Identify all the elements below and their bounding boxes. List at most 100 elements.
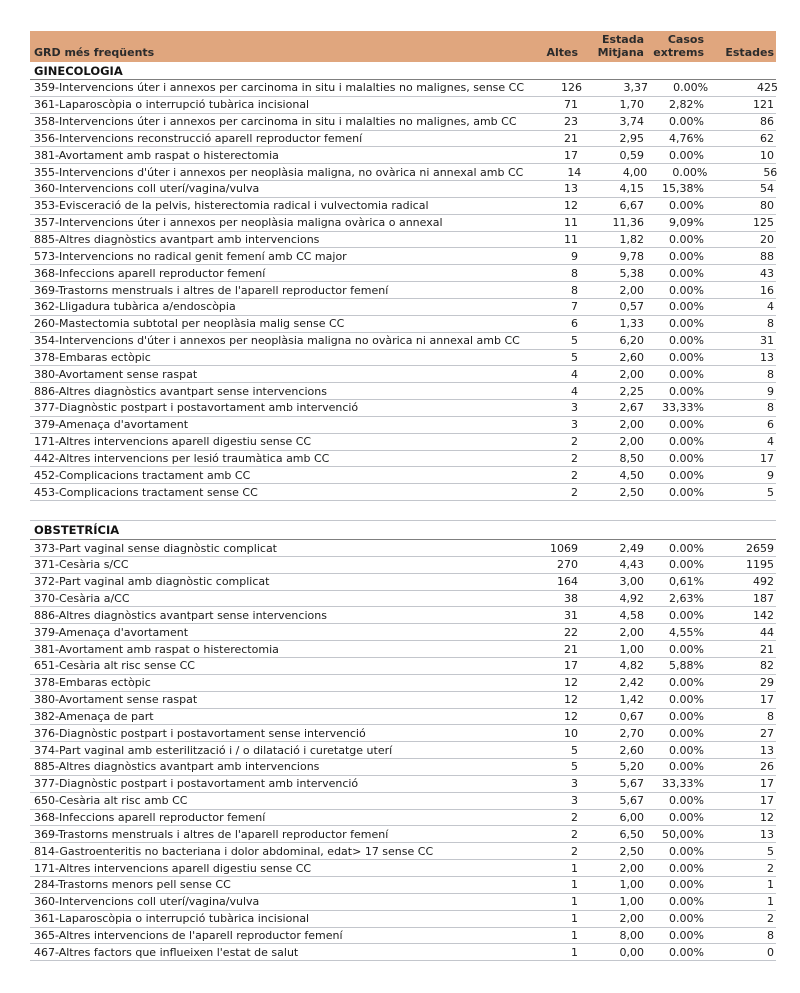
cell-altes: 1 [571, 895, 578, 909]
cell-altes: 2 [571, 451, 578, 465]
cell-estada_mitjana: 9,78 [619, 249, 645, 263]
cell-estades: 1 [767, 878, 774, 892]
cell-altes: 5 [571, 760, 578, 774]
cell-name: 368-Infeccions aparell reproductor femen… [34, 811, 266, 825]
cell-name: 381-Avortament amb raspat o histerectomi… [34, 148, 279, 162]
cell-casos_extrems: 0.00% [669, 249, 704, 263]
cell-name: 171-Altres intervencions aparell digesti… [34, 861, 312, 875]
table-row: 371-Cesària s/CC 270 4,43 0.00% 1195 [30, 557, 776, 574]
cell-altes: 10 [564, 726, 578, 740]
table-row: 361-Laparoscòpia o interrupció tubàrica … [30, 911, 776, 928]
cell-casos_extrems: 0,61% [669, 575, 704, 589]
table-row: 362-Lligadura tubàrica a/endoscòpia 7 0,57… [30, 299, 776, 316]
cell-altes: 4 [571, 367, 578, 381]
cell-estades: 88 [760, 249, 774, 263]
cell-estada_mitjana: 4,15 [619, 182, 645, 196]
cell-estada_mitjana: 2,67 [619, 401, 645, 415]
cell-casos_extrems: 0.00% [669, 878, 704, 892]
cell-altes: 3 [571, 418, 578, 432]
cell-casos_extrems: 0.00% [669, 199, 704, 213]
cell-estades: 8 [767, 317, 774, 331]
table-header-row: GRD més freqüents Altes Estada Mitjana C… [30, 31, 776, 62]
cell-casos_extrems: 0.00% [669, 928, 704, 942]
table-row: 360-Intervencions coll uterí/vagina/vulv… [30, 181, 776, 198]
table-row: 353-Evisceració de la pelvis, histerecto… [30, 198, 776, 215]
cell-estades: 0 [767, 945, 774, 959]
cell-casos_extrems: 0.00% [669, 485, 704, 499]
cell-altes: 5 [571, 350, 578, 364]
cell-estada_mitjana: 2,00 [619, 435, 645, 449]
column-header-grd: GRD més freqüents [34, 46, 155, 59]
cell-estada_mitjana: 6,20 [619, 334, 645, 348]
column-header-estades: Estades [725, 46, 774, 59]
table-row: 368-Infeccions aparell reproductor femen… [30, 810, 776, 827]
cell-estades: 43 [760, 266, 774, 280]
cell-casos_extrems: 9,09% [669, 216, 704, 230]
cell-estada_mitjana: 2,60 [619, 743, 645, 757]
cell-estades: 425 [757, 81, 779, 95]
cell-altes: 5 [571, 334, 578, 348]
cell-casos_extrems: 0.00% [669, 367, 704, 381]
cell-estada_mitjana: 2,25 [619, 384, 645, 398]
cell-altes: 12 [564, 199, 578, 213]
cell-altes: 11 [564, 216, 578, 230]
cell-estada_mitjana: 5,20 [619, 760, 645, 774]
cell-altes: 11 [564, 233, 578, 247]
cell-casos_extrems: 0.00% [669, 317, 704, 331]
cell-estada_mitjana: 5,67 [619, 777, 645, 791]
cell-name: 885-Altres diagnòstics avantpart amb int… [34, 760, 320, 774]
cell-name: 356-Intervencions reconstrucció aparell … [34, 131, 363, 145]
table-row: 372-Part vaginal amb diagnòstic complica… [30, 574, 776, 591]
cell-estades: 8 [767, 928, 774, 942]
cell-estades: 142 [753, 608, 774, 622]
cell-name: 365-Altres intervencions de l'aparell re… [34, 928, 343, 942]
cell-casos_extrems: 0.00% [669, 266, 704, 280]
cell-name: 376-Diagnòstic postpart i postavortament… [34, 726, 366, 740]
table-row: 365-Altres intervencions de l'aparell re… [30, 928, 776, 945]
cell-altes: 2 [571, 468, 578, 482]
cell-casos_extrems: 0.00% [669, 283, 704, 297]
cell-casos_extrems: 0.00% [669, 794, 704, 808]
cell-estada_mitjana: 2,42 [619, 676, 645, 690]
table-row: 284-Trastorns menors pell sense CC 1 1,00 0… [30, 877, 776, 894]
cell-estades: 121 [753, 98, 774, 112]
cell-name: 360-Intervencions coll uterí/vagina/vulv… [34, 895, 260, 909]
cell-name: 362-Lligadura tubàrica a/endoscòpia [34, 300, 236, 314]
cell-estades: 62 [760, 131, 774, 145]
table-row: 467-Altres factors que influeixen l'esta… [30, 944, 776, 962]
cell-estada_mitjana: 4,43 [619, 558, 645, 572]
cell-casos_extrems: 0.00% [669, 726, 704, 740]
cell-estada_mitjana: 3,00 [619, 575, 645, 589]
cell-altes: 31 [564, 608, 578, 622]
cell-estada_mitjana: 8,00 [619, 928, 645, 942]
table-row: 369-Trastorns menstruals i altres de l'a… [30, 282, 776, 299]
cell-estades: 187 [753, 592, 774, 606]
cell-name: 377-Diagnòstic postpart i postavortament… [34, 401, 359, 415]
table-row: 379-Amenaça d'avortament 22 2,00 4,55% 44 [30, 624, 776, 642]
cell-estades: 8 [767, 367, 774, 381]
cell-name: 369-Trastorns menstruals i altres de l'a… [34, 283, 389, 297]
cell-name: 361-Laparoscòpia o interrupció tubàrica … [34, 98, 310, 112]
column-header-estada-mitjana: Estada Mitjana [578, 33, 644, 59]
cell-name: 370-Cesària a/CC [34, 592, 130, 606]
cell-estada_mitjana: 0,57 [619, 300, 645, 314]
cell-casos_extrems: 0.00% [669, 861, 704, 875]
table-row: 360-Intervencions coll uterí/vagina/vulv… [30, 894, 776, 911]
table-row: 377-Diagnòstic postpart i postavortament… [30, 400, 776, 417]
cell-name: 260-Mastectomia subtotal per neoplàsia m… [34, 317, 345, 331]
cell-name: 379-Amenaça d'avortament [34, 625, 189, 639]
cell-altes: 2 [571, 485, 578, 499]
cell-casos_extrems: 0.00% [673, 81, 709, 95]
cell-estades: 54 [760, 182, 774, 196]
cell-estades: 86 [760, 115, 774, 129]
cell-estada_mitjana: 2,60 [619, 350, 645, 364]
cell-name: 885-Altres diagnòstics avantpart amb int… [34, 233, 320, 247]
table-row: 377-Diagnòstic postpart i postavortament… [30, 776, 776, 793]
cell-estades: 29 [760, 676, 774, 690]
cell-name: 353-Evisceració de la pelvis, histerecto… [34, 199, 429, 213]
table-row: 171-Altres intervencions aparell digesti… [30, 434, 776, 451]
table-row: 355-Intervencions d'úter i annexos per n… [30, 164, 777, 182]
cell-casos_extrems: 0.00% [669, 642, 704, 656]
cell-estada_mitjana: 4,58 [619, 608, 645, 622]
cell-estada_mitjana: 1,00 [619, 895, 645, 909]
